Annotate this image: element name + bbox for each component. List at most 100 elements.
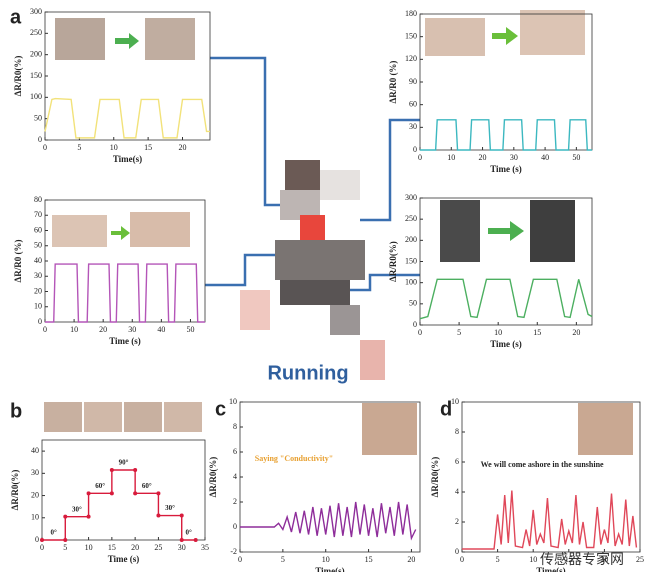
y-tick-label: 0 [413,145,417,154]
y-tick-label: 80 [34,195,42,204]
y-tick-label: 120 [405,54,417,63]
x-tick-label: 15 [533,328,541,337]
y-tick-label: 8 [233,422,237,431]
x-axis-label: Time(s) [113,154,142,164]
x-tick-label: 40 [541,153,549,162]
y-tick-label: 150 [30,71,42,80]
data-line [44,97,210,139]
y-tick-label: 0 [413,320,417,329]
x-tick-label: 0 [238,555,242,564]
x-tick-label: 10 [70,325,78,334]
x-tick-label: 20 [600,555,608,564]
y-tick-label: 250 [405,214,417,223]
x-tick-label: 20 [479,153,487,162]
y-axis-label: ΔR/R0 (%) [13,240,23,283]
x-tick-label: 0 [460,555,464,564]
x-tick-label: 0 [40,543,44,552]
y-tick-label: 300 [30,7,42,16]
y-tick-label: 200 [30,49,42,58]
data-point [86,514,91,519]
x-axis-label: Time (s) [490,164,522,174]
photo [520,10,585,55]
runner-image [240,160,385,380]
step-label: 30° [165,504,175,512]
data-point [156,491,161,496]
x-tick-label: 20 [99,325,107,334]
photo [425,18,485,56]
step-label: 60° [95,482,105,490]
photo [124,402,162,432]
y-tick-label: 50 [34,241,42,250]
x-tick-label: 10 [494,328,502,337]
y-tick-label: 250 [30,28,42,37]
x-tick-label: 20 [131,543,139,552]
annotation: We will come ashore in the sunshine [481,460,604,469]
pixel [240,290,270,330]
photo [440,200,480,262]
x-tick-label: 0 [418,328,422,337]
y-tick-label: -2 [230,547,237,556]
data-point [40,538,44,542]
y-tick-label: 0 [35,535,39,544]
center-label: Running [267,362,348,384]
plot-frame [461,401,641,553]
y-tick-label: 6 [233,447,237,456]
x-tick-label: 10 [529,555,537,564]
data-point [179,538,184,542]
data-point [133,491,138,496]
x-tick-label: 30 [178,543,186,552]
y-tick-label: 40 [31,446,39,455]
photo [362,403,417,455]
pixel [330,305,360,335]
data-point [109,491,114,496]
data-line [462,490,638,550]
connector [350,273,420,292]
y-axis-label: ΔR/R0(%) [13,56,23,97]
step-label: 60° [142,482,152,490]
x-tick-label: 0 [43,143,47,152]
step-label: 30° [72,505,82,513]
x-tick-label: 50 [186,325,194,334]
data-line [45,263,205,323]
y-tick-label: 20 [31,490,39,499]
data-point [179,513,184,518]
data-point [133,468,138,472]
y-tick-label: 40 [34,256,42,265]
y-tick-label: 2 [233,497,237,506]
y-tick-label: 30 [409,122,417,131]
y-tick-label: 50 [409,299,417,308]
pixel [285,160,320,190]
y-tick-label: 90 [409,77,417,86]
photo [164,402,202,432]
data-point [63,514,68,519]
connector [210,56,285,207]
x-tick-label: 5 [281,555,285,564]
watermark: 传感器专家网 [540,551,624,568]
y-tick-label: 30 [31,468,39,477]
photo [84,402,122,432]
y-tick-label: 180 [405,9,417,18]
x-tick-label: 0 [43,325,47,334]
photo [578,403,633,455]
data-line [240,501,417,541]
y-tick-label: 10 [34,302,42,311]
photo [145,18,195,60]
arrow [115,33,139,49]
y-tick-label: 20 [34,286,42,295]
photo [44,402,82,432]
photo [130,212,190,247]
y-tick-label: 6 [455,457,459,466]
plot-frame [41,439,206,541]
y-tick-label: 0 [455,547,459,556]
y-axis-label: ΔR/R0(%) [430,457,440,498]
data-line [420,119,592,151]
x-tick-label: 5 [457,328,461,337]
panel-label: d [440,398,452,420]
data-point [156,513,161,518]
x-tick-label: 0 [418,153,422,162]
panel-label: c [215,398,226,420]
y-tick-label: 60 [34,225,42,234]
y-tick-label: 100 [405,277,417,286]
data-point [63,538,68,542]
